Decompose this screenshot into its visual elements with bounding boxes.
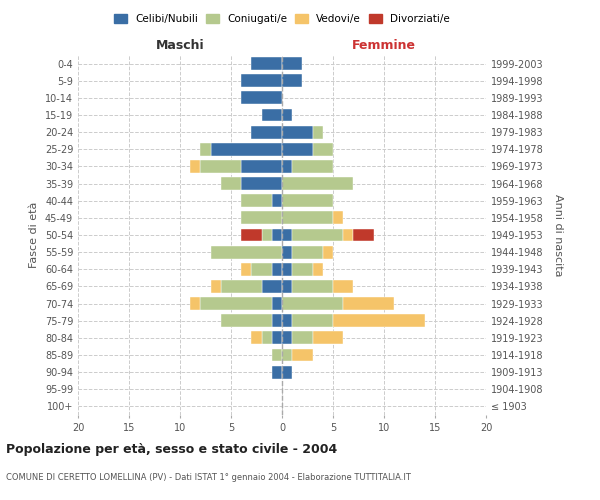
Text: Popolazione per età, sesso e stato civile - 2004: Popolazione per età, sesso e stato civil… — [6, 442, 337, 456]
Bar — [292, 246, 323, 258]
Bar — [190, 297, 200, 310]
Bar — [282, 246, 292, 258]
Bar — [272, 194, 282, 207]
Bar — [272, 348, 282, 362]
Bar — [272, 314, 282, 327]
Y-axis label: Fasce di età: Fasce di età — [29, 202, 39, 268]
Bar — [262, 280, 282, 293]
Bar — [343, 297, 394, 310]
Bar — [282, 74, 302, 87]
Bar — [282, 263, 292, 276]
Bar — [333, 212, 343, 224]
Bar — [251, 332, 262, 344]
Bar — [292, 160, 333, 173]
Bar — [221, 280, 262, 293]
Bar — [282, 212, 333, 224]
Bar — [190, 160, 200, 173]
Bar — [292, 280, 333, 293]
Bar — [292, 228, 343, 241]
Bar — [211, 143, 282, 156]
Bar — [221, 314, 272, 327]
Bar — [343, 228, 353, 241]
Bar — [211, 246, 282, 258]
Text: COMUNE DI CERETTO LOMELLINA (PV) - Dati ISTAT 1° gennaio 2004 - Elaborazione TUT: COMUNE DI CERETTO LOMELLINA (PV) - Dati … — [6, 472, 411, 482]
Bar — [313, 126, 323, 138]
Bar — [262, 108, 282, 122]
Bar — [282, 297, 343, 310]
Bar — [282, 348, 292, 362]
Bar — [333, 314, 425, 327]
Bar — [292, 332, 313, 344]
Legend: Celibi/Nubili, Coniugati/e, Vedovi/e, Divorziati/e: Celibi/Nubili, Coniugati/e, Vedovi/e, Di… — [110, 10, 454, 29]
Bar — [241, 212, 282, 224]
Bar — [272, 366, 282, 378]
Bar — [282, 280, 292, 293]
Bar — [272, 228, 282, 241]
Bar — [241, 177, 282, 190]
Bar — [251, 57, 282, 70]
Bar — [221, 177, 241, 190]
Bar — [292, 314, 333, 327]
Bar — [282, 126, 313, 138]
Bar — [262, 228, 272, 241]
Bar — [282, 314, 292, 327]
Bar — [251, 263, 272, 276]
Bar — [241, 228, 262, 241]
Bar — [323, 246, 333, 258]
Bar — [211, 280, 221, 293]
Bar — [241, 92, 282, 104]
Bar — [282, 160, 292, 173]
Bar — [282, 332, 292, 344]
Y-axis label: Anni di nascita: Anni di nascita — [553, 194, 563, 276]
Bar — [282, 177, 353, 190]
Bar — [251, 126, 282, 138]
Text: Maschi: Maschi — [155, 38, 205, 52]
Bar — [272, 297, 282, 310]
Bar — [200, 160, 241, 173]
Bar — [313, 332, 343, 344]
Bar — [200, 143, 211, 156]
Bar — [262, 332, 272, 344]
Bar — [241, 263, 251, 276]
Bar — [353, 228, 374, 241]
Bar — [292, 348, 313, 362]
Text: Femmine: Femmine — [352, 38, 416, 52]
Bar — [282, 228, 292, 241]
Bar — [282, 194, 333, 207]
Bar — [282, 57, 302, 70]
Bar — [313, 263, 323, 276]
Bar — [282, 143, 313, 156]
Bar — [200, 297, 272, 310]
Bar — [241, 194, 272, 207]
Bar — [292, 263, 313, 276]
Bar — [241, 160, 282, 173]
Bar — [282, 108, 292, 122]
Bar — [272, 263, 282, 276]
Bar — [313, 143, 333, 156]
Bar — [241, 74, 282, 87]
Bar — [272, 332, 282, 344]
Bar — [333, 280, 353, 293]
Bar — [282, 366, 292, 378]
